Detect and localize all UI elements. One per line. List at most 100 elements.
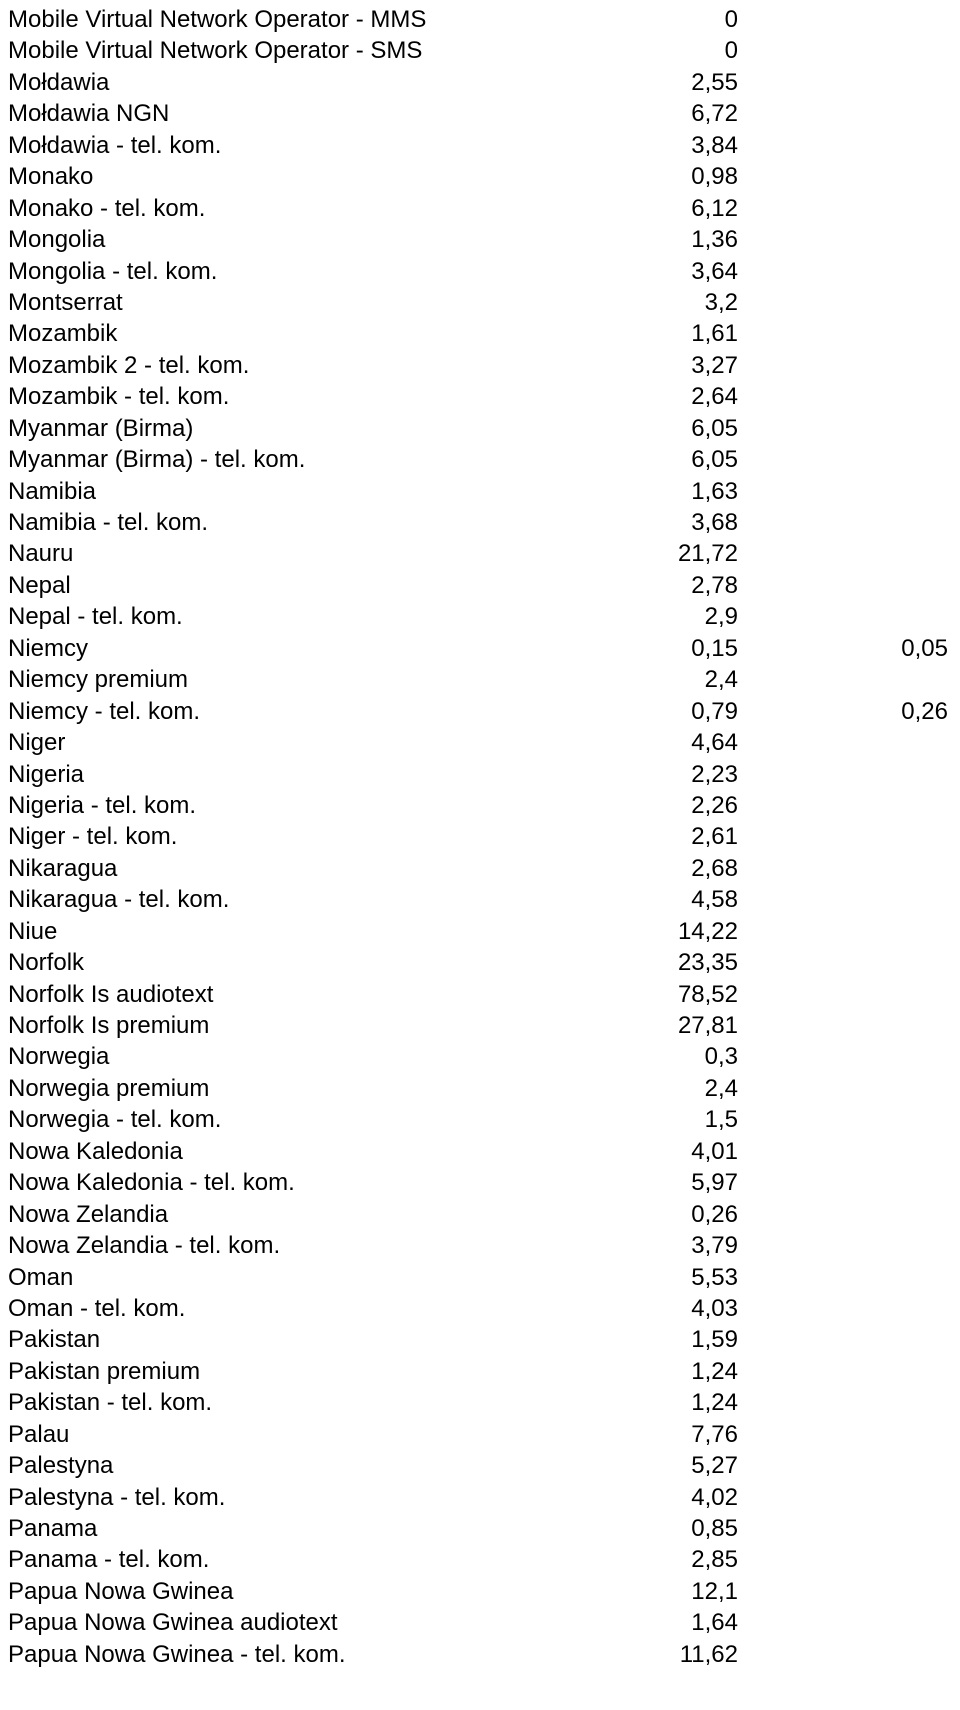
rate-value-1: 5,97 bbox=[438, 1167, 758, 1198]
rate-value-1: 7,76 bbox=[438, 1419, 758, 1450]
destination-name: Nauru bbox=[8, 538, 438, 569]
destination-name: Namibia bbox=[8, 476, 438, 507]
rate-value-2: 0,26 bbox=[758, 696, 952, 727]
destination-name: Oman - tel. kom. bbox=[8, 1293, 438, 1324]
destination-name: Mozambik - tel. kom. bbox=[8, 381, 438, 412]
table-row: Nauru21,72 bbox=[8, 538, 952, 569]
rate-value-2 bbox=[758, 947, 952, 978]
rate-value-2 bbox=[758, 1041, 952, 1072]
destination-name: Myanmar (Birma) - tel. kom. bbox=[8, 444, 438, 475]
destination-name: Niemcy - tel. kom. bbox=[8, 696, 438, 727]
destination-name: Myanmar (Birma) bbox=[8, 413, 438, 444]
rate-value-2 bbox=[758, 1262, 952, 1293]
rate-value-2 bbox=[758, 1513, 952, 1544]
rate-value-1: 1,5 bbox=[438, 1104, 758, 1135]
table-row: Myanmar (Birma)6,05 bbox=[8, 413, 952, 444]
rate-value-1: 1,24 bbox=[438, 1387, 758, 1418]
table-row: Pakistan1,59 bbox=[8, 1324, 952, 1355]
destination-name: Norwegia bbox=[8, 1041, 438, 1072]
destination-name: Papua Nowa Gwinea - tel. kom. bbox=[8, 1639, 438, 1670]
rate-value-1: 3,68 bbox=[438, 507, 758, 538]
rate-value-1: 5,27 bbox=[438, 1450, 758, 1481]
rate-value-2 bbox=[758, 476, 952, 507]
table-row: Niemcy - tel. kom.0,790,26 bbox=[8, 696, 952, 727]
destination-name: Mobile Virtual Network Operator - MMS bbox=[8, 4, 438, 35]
rate-value-2 bbox=[758, 224, 952, 255]
destination-name: Montserrat bbox=[8, 287, 438, 318]
rate-value-2 bbox=[758, 1356, 952, 1387]
rate-value-2 bbox=[758, 790, 952, 821]
rate-value-2 bbox=[758, 1450, 952, 1481]
rate-value-1: 6,72 bbox=[438, 98, 758, 129]
destination-name: Monako - tel. kom. bbox=[8, 193, 438, 224]
destination-name: Norwegia premium bbox=[8, 1073, 438, 1104]
table-row: Papua Nowa Gwinea12,1 bbox=[8, 1576, 952, 1607]
rate-value-2 bbox=[758, 1482, 952, 1513]
table-row: Palestyna5,27 bbox=[8, 1450, 952, 1481]
table-row: Panama0,85 bbox=[8, 1513, 952, 1544]
rate-value-2 bbox=[758, 538, 952, 569]
rate-value-1: 5,53 bbox=[438, 1262, 758, 1293]
table-row: Norfolk Is audiotext78,52 bbox=[8, 979, 952, 1010]
rate-value-2 bbox=[758, 98, 952, 129]
table-row: Nepal2,78 bbox=[8, 570, 952, 601]
destination-name: Nowa Zelandia bbox=[8, 1199, 438, 1230]
table-row: Nikaragua - tel. kom.4,58 bbox=[8, 884, 952, 915]
rate-value-1: 2,26 bbox=[438, 790, 758, 821]
destination-name: Pakistan - tel. kom. bbox=[8, 1387, 438, 1418]
rate-value-1: 2,68 bbox=[438, 853, 758, 884]
rate-value-2 bbox=[758, 1136, 952, 1167]
rate-value-2 bbox=[758, 1167, 952, 1198]
rate-value-2 bbox=[758, 1387, 952, 1418]
destination-name: Palau bbox=[8, 1419, 438, 1450]
rate-value-2 bbox=[758, 1010, 952, 1041]
destination-name: Norfolk Is audiotext bbox=[8, 979, 438, 1010]
destination-name: Palestyna bbox=[8, 1450, 438, 1481]
destination-name: Papua Nowa Gwinea audiotext bbox=[8, 1607, 438, 1638]
table-row: Monako - tel. kom.6,12 bbox=[8, 193, 952, 224]
rate-value-1: 0,79 bbox=[438, 696, 758, 727]
rate-value-2 bbox=[758, 1576, 952, 1607]
rate-value-1: 2,23 bbox=[438, 759, 758, 790]
rate-value-2 bbox=[758, 601, 952, 632]
rate-value-1: 2,9 bbox=[438, 601, 758, 632]
rate-value-2 bbox=[758, 1293, 952, 1324]
rate-value-1: 6,05 bbox=[438, 413, 758, 444]
table-row: Mozambik1,61 bbox=[8, 318, 952, 349]
destination-name: Mołdawia - tel. kom. bbox=[8, 130, 438, 161]
table-row: Pakistan - tel. kom.1,24 bbox=[8, 1387, 952, 1418]
table-row: Norwegia - tel. kom.1,5 bbox=[8, 1104, 952, 1135]
destination-name: Pakistan premium bbox=[8, 1356, 438, 1387]
rate-value-1: 4,01 bbox=[438, 1136, 758, 1167]
rate-value-1: 2,55 bbox=[438, 67, 758, 98]
destination-name: Namibia - tel. kom. bbox=[8, 507, 438, 538]
table-row: Montserrat3,2 bbox=[8, 287, 952, 318]
rate-value-2 bbox=[758, 1419, 952, 1450]
rate-value-1: 3,27 bbox=[438, 350, 758, 381]
rate-value-2 bbox=[758, 130, 952, 161]
rate-value-2 bbox=[758, 1607, 952, 1638]
table-row: Mobile Virtual Network Operator - MMS0 bbox=[8, 4, 952, 35]
table-row: Panama - tel. kom.2,85 bbox=[8, 1544, 952, 1575]
rate-value-1: 6,05 bbox=[438, 444, 758, 475]
rate-value-1: 1,59 bbox=[438, 1324, 758, 1355]
rate-value-1: 2,4 bbox=[438, 1073, 758, 1104]
rate-value-1: 0,85 bbox=[438, 1513, 758, 1544]
table-row: Mołdawia2,55 bbox=[8, 67, 952, 98]
rate-value-1: 1,36 bbox=[438, 224, 758, 255]
rate-value-2 bbox=[758, 35, 952, 66]
destination-name: Nowa Zelandia - tel. kom. bbox=[8, 1230, 438, 1261]
table-row: Niger - tel. kom.2,61 bbox=[8, 821, 952, 852]
table-row: Oman5,53 bbox=[8, 1262, 952, 1293]
rate-value-2 bbox=[758, 821, 952, 852]
table-row: Mołdawia NGN6,72 bbox=[8, 98, 952, 129]
rate-value-1: 6,12 bbox=[438, 193, 758, 224]
rate-value-2 bbox=[758, 1324, 952, 1355]
table-row: Nigeria - tel. kom.2,26 bbox=[8, 790, 952, 821]
rate-value-1: 4,02 bbox=[438, 1482, 758, 1513]
rate-value-1: 0,15 bbox=[438, 633, 758, 664]
table-row: Myanmar (Birma) - tel. kom.6,05 bbox=[8, 444, 952, 475]
rate-value-1: 4,58 bbox=[438, 884, 758, 915]
table-row: Oman - tel. kom.4,03 bbox=[8, 1293, 952, 1324]
table-row: Monako0,98 bbox=[8, 161, 952, 192]
